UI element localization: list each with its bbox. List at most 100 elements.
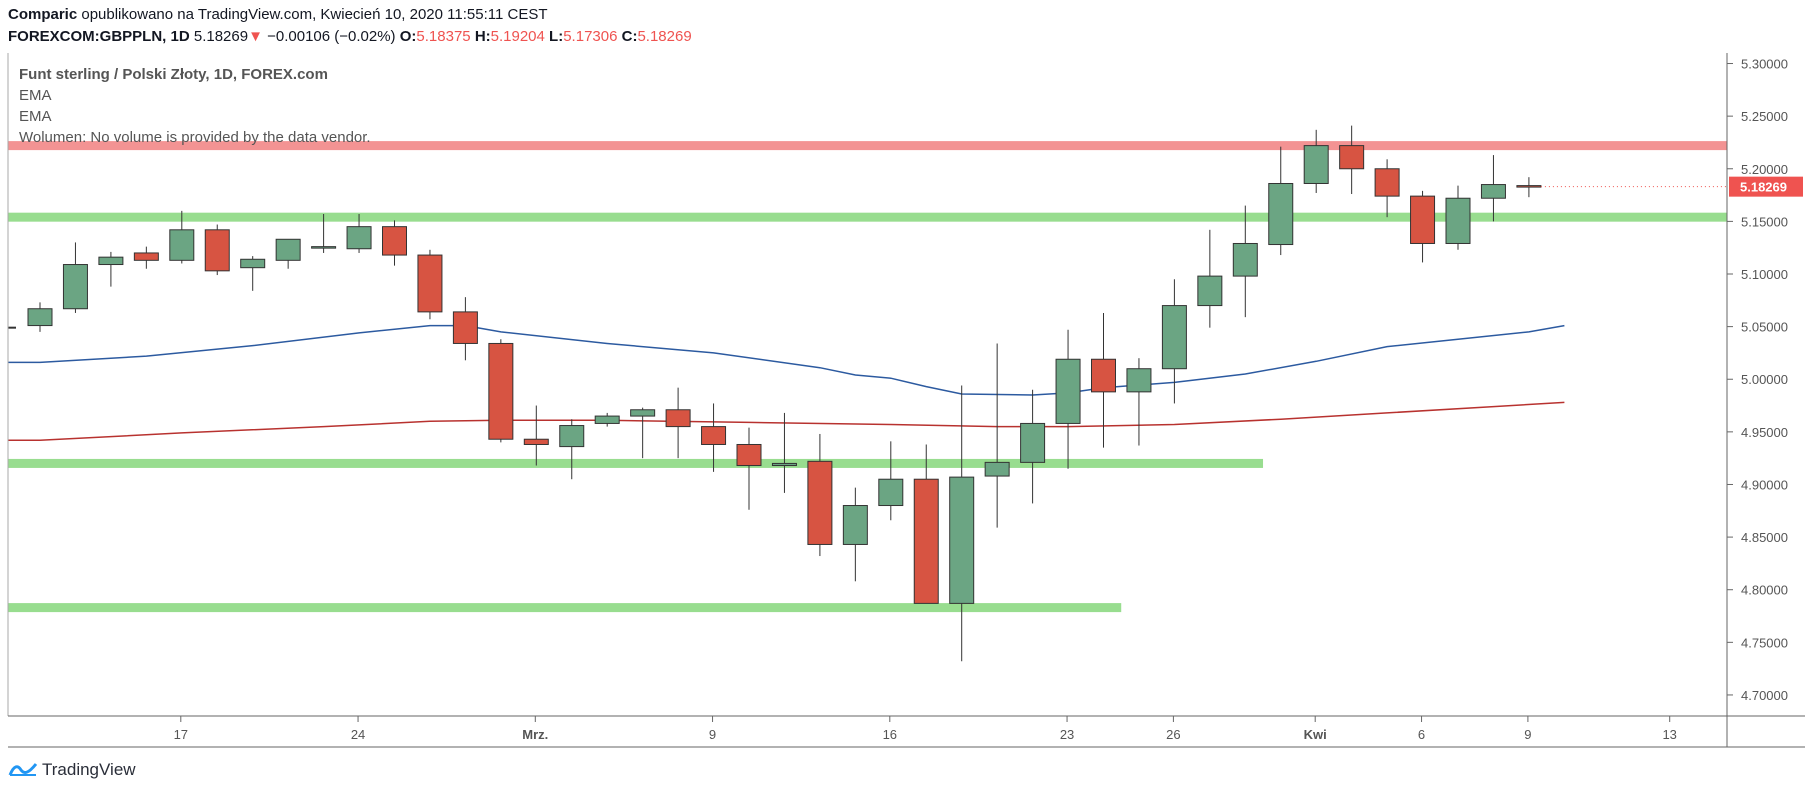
candle-body-9 (346, 226, 372, 250)
y-tick-label-4: 5.10000 (1741, 267, 1788, 282)
candle-12 (452, 297, 478, 361)
candle-body-3 (133, 252, 159, 261)
y-tick-label-9: 4.85000 (1741, 530, 1788, 545)
candle-0 (27, 302, 53, 332)
x-tick-label-7: Kwi (1304, 727, 1327, 742)
resistance-level-0 (8, 141, 1727, 151)
x-tick-label-4: 16 (883, 727, 897, 742)
candle-30 (1091, 312, 1116, 448)
candle-20 (736, 427, 762, 510)
legend-title: Funt sterling / Polski Złoty, 1D, FOREX.… (19, 66, 328, 83)
candle-body-33 (1197, 275, 1223, 307)
support-level-2 (8, 458, 1264, 468)
candle-37 (1339, 125, 1365, 195)
candle-body-0 (27, 308, 53, 327)
x-tick-label-2: Mrz. (522, 727, 548, 742)
candle-26 (949, 385, 975, 662)
candle-body-17 (630, 409, 656, 417)
candle-15 (559, 419, 585, 480)
x-tick-label-10: 13 (1662, 727, 1676, 742)
candle-body-15 (559, 425, 585, 448)
candle-body-21 (771, 462, 797, 467)
y-tick-label-10: 4.80000 (1741, 583, 1788, 598)
candle-body-13 (488, 342, 514, 440)
candle-27 (984, 343, 1010, 528)
candle-body-6 (240, 258, 266, 269)
candle-body-31 (1126, 368, 1152, 393)
candle-42 (1516, 177, 1542, 198)
y-tick-label-7: 4.95000 (1741, 425, 1788, 440)
candle-24 (878, 441, 904, 521)
candle-18 (665, 387, 691, 459)
y-tick-label-3: 5.15000 (1741, 214, 1788, 229)
candle-7 (275, 238, 301, 269)
candle-16 (594, 412, 620, 427)
x-tick-label-1: 24 (351, 727, 365, 742)
footer-brand[interactable]: TradingView (8, 760, 136, 780)
candle-41 (1480, 155, 1506, 222)
candle-body-8 (311, 246, 337, 249)
candle-body-7 (275, 238, 301, 261)
candle-body-16 (594, 415, 620, 424)
ema-fast-line (8, 324, 1565, 396)
candle-13 (488, 339, 514, 443)
x-tick-label-3: 9 (709, 727, 716, 742)
close-value: 5.18269 (637, 28, 692, 45)
tradingview-logo-icon (8, 763, 38, 776)
candle-21 (771, 412, 797, 493)
ema-layer (8, 324, 1565, 442)
candle-body-25 (913, 478, 939, 604)
high-label: H: (474, 28, 491, 45)
x-tick-label-9: 9 (1524, 727, 1531, 742)
candle-body-14 (523, 438, 549, 445)
y-tick-label-8: 4.90000 (1741, 477, 1788, 492)
candle-36 (1303, 129, 1329, 193)
candle-28 (1020, 389, 1046, 504)
author-name: Comparic (8, 6, 78, 23)
candle-body-12 (452, 311, 478, 344)
last-price-tag (1729, 176, 1803, 197)
candle-body-10 (382, 226, 407, 256)
candle-body-38 (1374, 168, 1400, 197)
low-label: L: (549, 28, 564, 45)
y-tick-label-0: 5.30000 (1741, 57, 1788, 72)
candle-body-24 (878, 478, 904, 507)
support-level-1 (8, 212, 1727, 222)
low-value: 5.17306 (563, 28, 618, 45)
brand-text: TradingView (42, 760, 136, 779)
candle-11 (417, 249, 443, 320)
published-text: opublikowano na TradingView.com, Kwiecie… (81, 6, 548, 23)
candle-body-2 (98, 256, 124, 266)
y-tick-label-2: 5.20000 (1741, 162, 1788, 177)
candle-body-5 (204, 229, 230, 272)
candle-4 (169, 210, 195, 264)
candle-body-28 (1020, 422, 1046, 463)
ema-slow-line (8, 401, 1565, 442)
candle-34 (1232, 205, 1258, 318)
candle-body-11 (417, 254, 443, 313)
last-price: 5.18269 (193, 28, 249, 45)
candle-32 (1161, 279, 1187, 404)
candle-17 (630, 407, 656, 459)
candle-body-34 (1232, 242, 1258, 277)
legend-ema-1: EMA (19, 87, 52, 104)
candle-31 (1126, 358, 1152, 446)
candle-22 (807, 433, 833, 557)
x-tick-label-0: 17 (174, 727, 188, 742)
candle-8 (311, 214, 337, 253)
candle-body-4 (169, 229, 195, 261)
axes-layer: 5.30000 5.25000 5.20000 5.15000 5.10000 5.050… (7, 53, 1805, 748)
candle-body-1 (62, 264, 88, 310)
candle-body-19 (701, 426, 727, 445)
x-tick-label-8: 6 (1418, 727, 1425, 742)
candle-14 (523, 405, 549, 466)
candle-body-26 (949, 476, 975, 604)
candle-body-35 (1268, 182, 1294, 246)
candle-35 (1268, 146, 1294, 256)
candle-39 (1410, 190, 1436, 263)
symbol-label: FOREXCOM:GBPPLN, 1D (8, 28, 190, 45)
open-value: 5.18375 (416, 28, 471, 45)
candle-25 (913, 444, 939, 604)
candle-5 (204, 224, 230, 276)
